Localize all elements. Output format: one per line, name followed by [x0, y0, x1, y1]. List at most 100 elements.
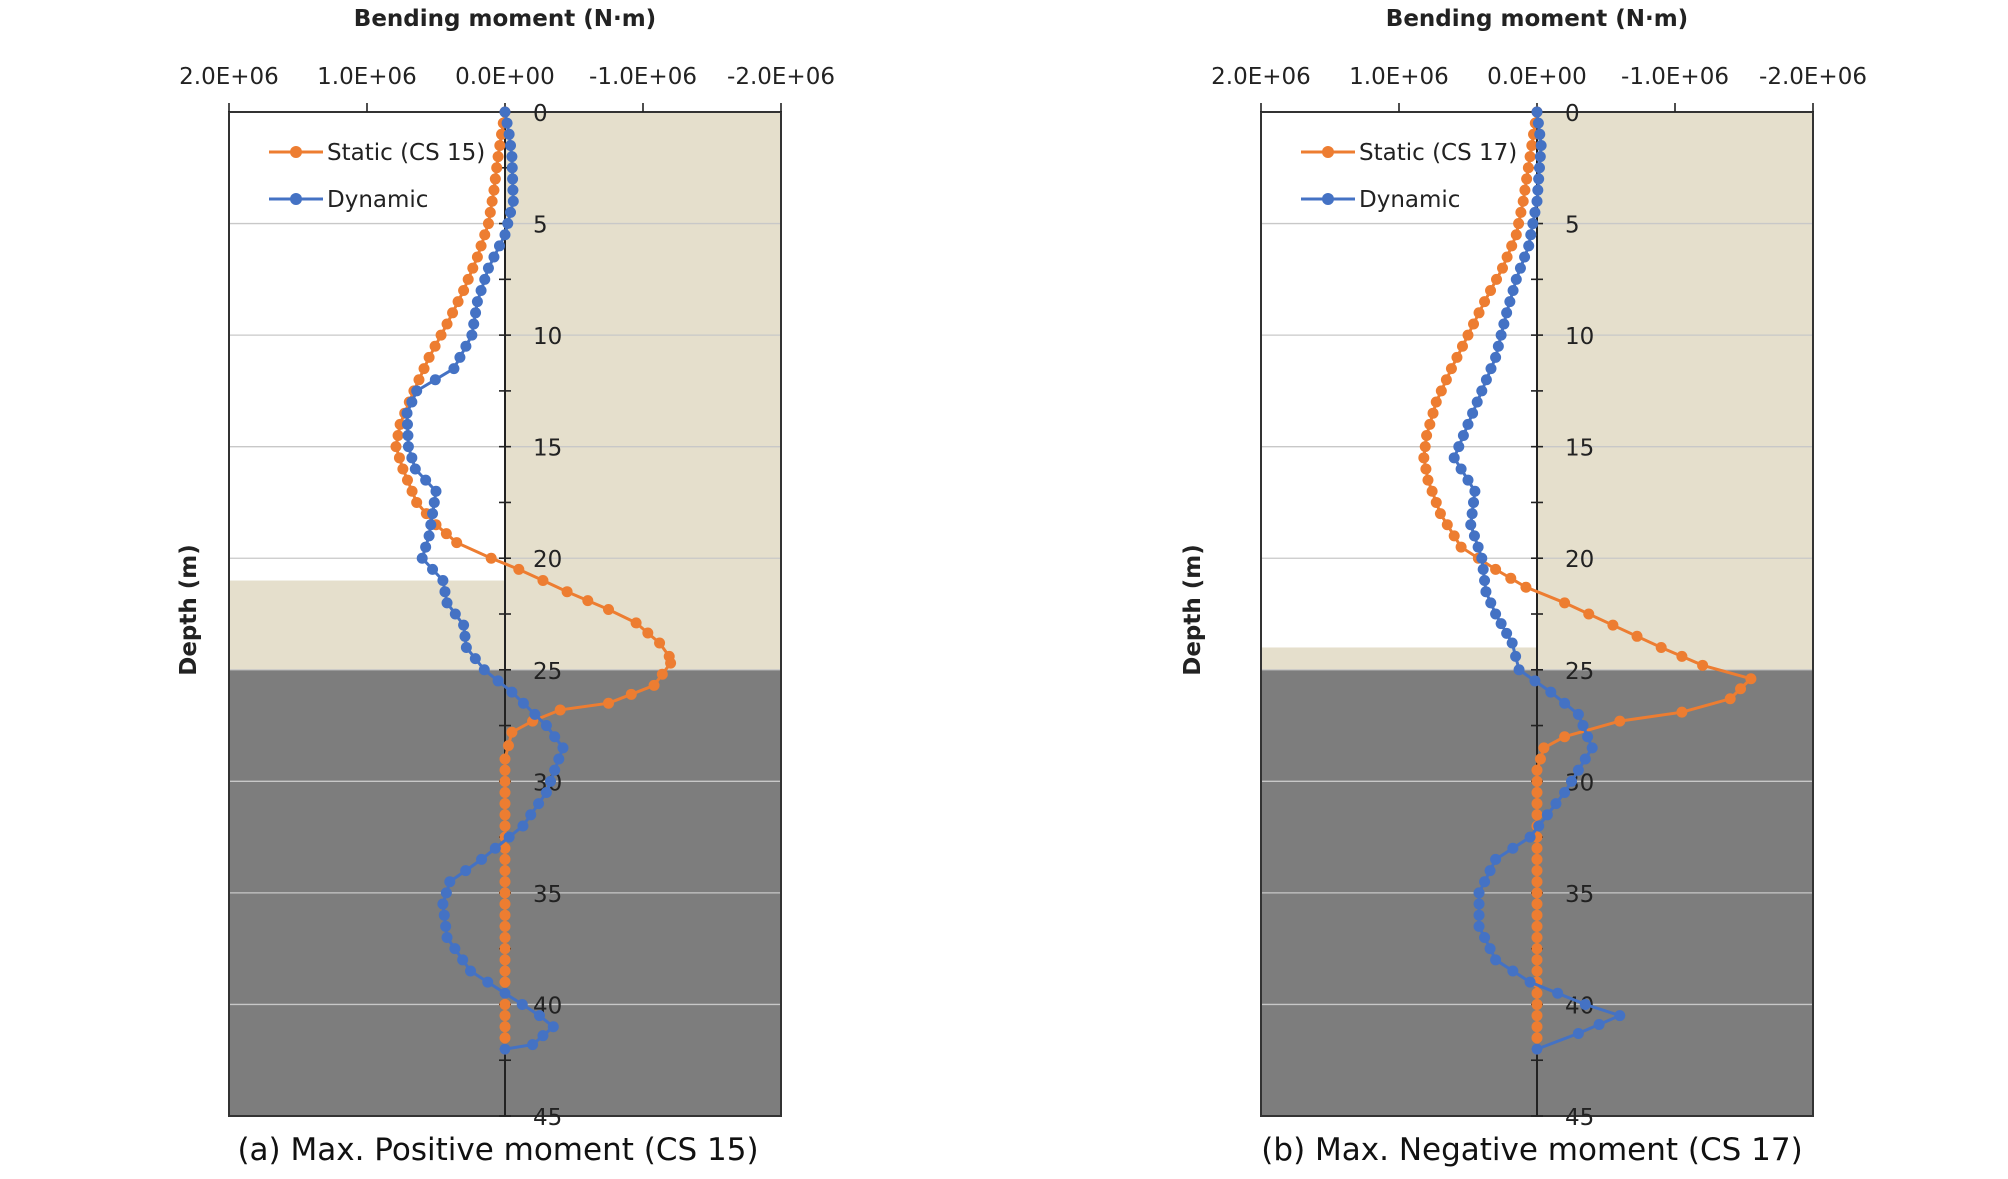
- data-point-static: [475, 240, 487, 252]
- data-point-dynamic: [1572, 1027, 1584, 1039]
- data-point-dynamic: [1490, 853, 1502, 865]
- data-point-dynamic: [479, 273, 491, 285]
- data-point-dynamic: [460, 865, 472, 877]
- data-point-dynamic: [1501, 307, 1513, 319]
- data-point-static: [1559, 731, 1571, 743]
- data-point-static: [471, 251, 483, 263]
- data-point-static: [1655, 641, 1667, 653]
- data-point-dynamic: [1476, 552, 1488, 564]
- data-point-dynamic: [1524, 831, 1536, 843]
- depth-tick-label: 25: [1565, 659, 1594, 685]
- data-point-dynamic: [540, 786, 552, 798]
- data-point-static: [1468, 318, 1480, 330]
- data-point-static: [1531, 853, 1543, 865]
- legend-swatch-marker: [1322, 193, 1334, 205]
- chart-panel-a: 2.0E+06 1.0E+06 0.0E+00 -1.0E+06 -2.0E+06 0 5 1…: [176, 6, 835, 1168]
- data-point-dynamic: [1534, 128, 1546, 140]
- data-point-static: [499, 1021, 511, 1033]
- data-point-dynamic: [427, 508, 439, 520]
- data-point-static: [1520, 581, 1532, 593]
- x-tick-label: 1.0E+06: [317, 64, 417, 90]
- data-point-static: [665, 657, 677, 669]
- data-point-dynamic: [441, 597, 453, 609]
- data-point-dynamic: [493, 240, 505, 252]
- data-point-dynamic: [507, 173, 519, 185]
- data-point-static: [499, 932, 511, 944]
- data-point-static: [452, 296, 464, 308]
- data-point-dynamic: [1457, 430, 1469, 442]
- data-point-static: [1462, 329, 1474, 341]
- data-point-dynamic: [499, 987, 511, 999]
- depth-tick-label: 15: [533, 436, 562, 462]
- data-point-static: [1676, 706, 1688, 718]
- depth-tick-label: 10: [1565, 324, 1594, 350]
- data-point-static: [499, 887, 511, 899]
- depth-tick-label: 35: [1565, 882, 1594, 908]
- data-point-static: [1559, 597, 1571, 609]
- data-point-static: [1522, 162, 1534, 174]
- data-point-dynamic: [1545, 686, 1557, 698]
- data-point-dynamic: [1479, 876, 1491, 888]
- data-point-dynamic: [1480, 374, 1492, 386]
- data-point-dynamic: [406, 452, 418, 464]
- depth-tick-label: 0: [1565, 101, 1580, 127]
- data-point-static: [656, 668, 668, 680]
- data-point-static: [1435, 385, 1447, 397]
- legend-label: Static (CS 17): [1359, 140, 1517, 166]
- data-point-static: [1534, 753, 1546, 765]
- data-point-dynamic: [1510, 273, 1522, 285]
- data-point-static: [1424, 418, 1436, 430]
- data-point-static: [1531, 998, 1543, 1010]
- data-point-static: [561, 586, 573, 598]
- data-point-static: [1531, 898, 1543, 910]
- data-point-static: [499, 764, 511, 776]
- data-point-dynamic: [516, 998, 528, 1010]
- data-point-dynamic: [1467, 407, 1479, 419]
- data-point-dynamic: [1490, 351, 1502, 363]
- data-point-static: [1513, 218, 1525, 230]
- data-point-dynamic: [475, 284, 487, 296]
- data-point-dynamic: [1532, 184, 1544, 196]
- depth-tick-label: 45: [533, 1105, 562, 1131]
- data-point-dynamic: [1513, 664, 1525, 676]
- data-point-static: [1631, 630, 1643, 642]
- data-point-dynamic: [1525, 229, 1537, 241]
- data-point-dynamic: [1523, 240, 1535, 252]
- data-point-dynamic: [499, 1043, 511, 1055]
- data-point-static: [499, 853, 511, 865]
- data-point-static: [499, 775, 511, 787]
- data-point-static: [1421, 430, 1433, 442]
- chart-b-caption: (b) Max. Negative moment (CS 17): [1261, 1132, 1803, 1168]
- data-point-static: [1745, 673, 1757, 685]
- data-point-dynamic: [1490, 954, 1502, 966]
- data-point-static: [630, 617, 642, 629]
- data-point-static: [1538, 742, 1550, 754]
- data-point-dynamic: [439, 586, 451, 598]
- data-point-static: [499, 1010, 511, 1022]
- data-point-dynamic: [492, 675, 504, 687]
- data-point-dynamic: [478, 664, 490, 676]
- data-point-dynamic: [1559, 697, 1571, 709]
- data-point-static: [499, 954, 511, 966]
- data-point-static: [1531, 1010, 1543, 1022]
- data-point-dynamic: [1476, 385, 1488, 397]
- depth-tick-label: 0: [533, 101, 548, 127]
- data-point-dynamic: [1514, 262, 1526, 274]
- data-point-dynamic: [440, 887, 452, 899]
- upper-layer-region: [1537, 112, 1813, 670]
- data-point-dynamic: [465, 965, 476, 977]
- data-point-dynamic: [1527, 218, 1539, 230]
- data-point-dynamic: [1485, 363, 1497, 375]
- data-point-static: [499, 965, 511, 977]
- data-point-dynamic: [502, 218, 514, 230]
- data-point-dynamic: [499, 229, 511, 241]
- data-point-static: [1426, 485, 1438, 497]
- data-point-dynamic: [501, 117, 513, 129]
- data-point-dynamic: [1531, 195, 1543, 207]
- data-point-static: [1735, 683, 1747, 695]
- data-point-static: [451, 537, 463, 549]
- data-point-dynamic: [476, 853, 488, 865]
- data-point-static: [1531, 1032, 1543, 1044]
- data-point-dynamic: [1572, 708, 1584, 720]
- data-point-dynamic: [1531, 1043, 1543, 1055]
